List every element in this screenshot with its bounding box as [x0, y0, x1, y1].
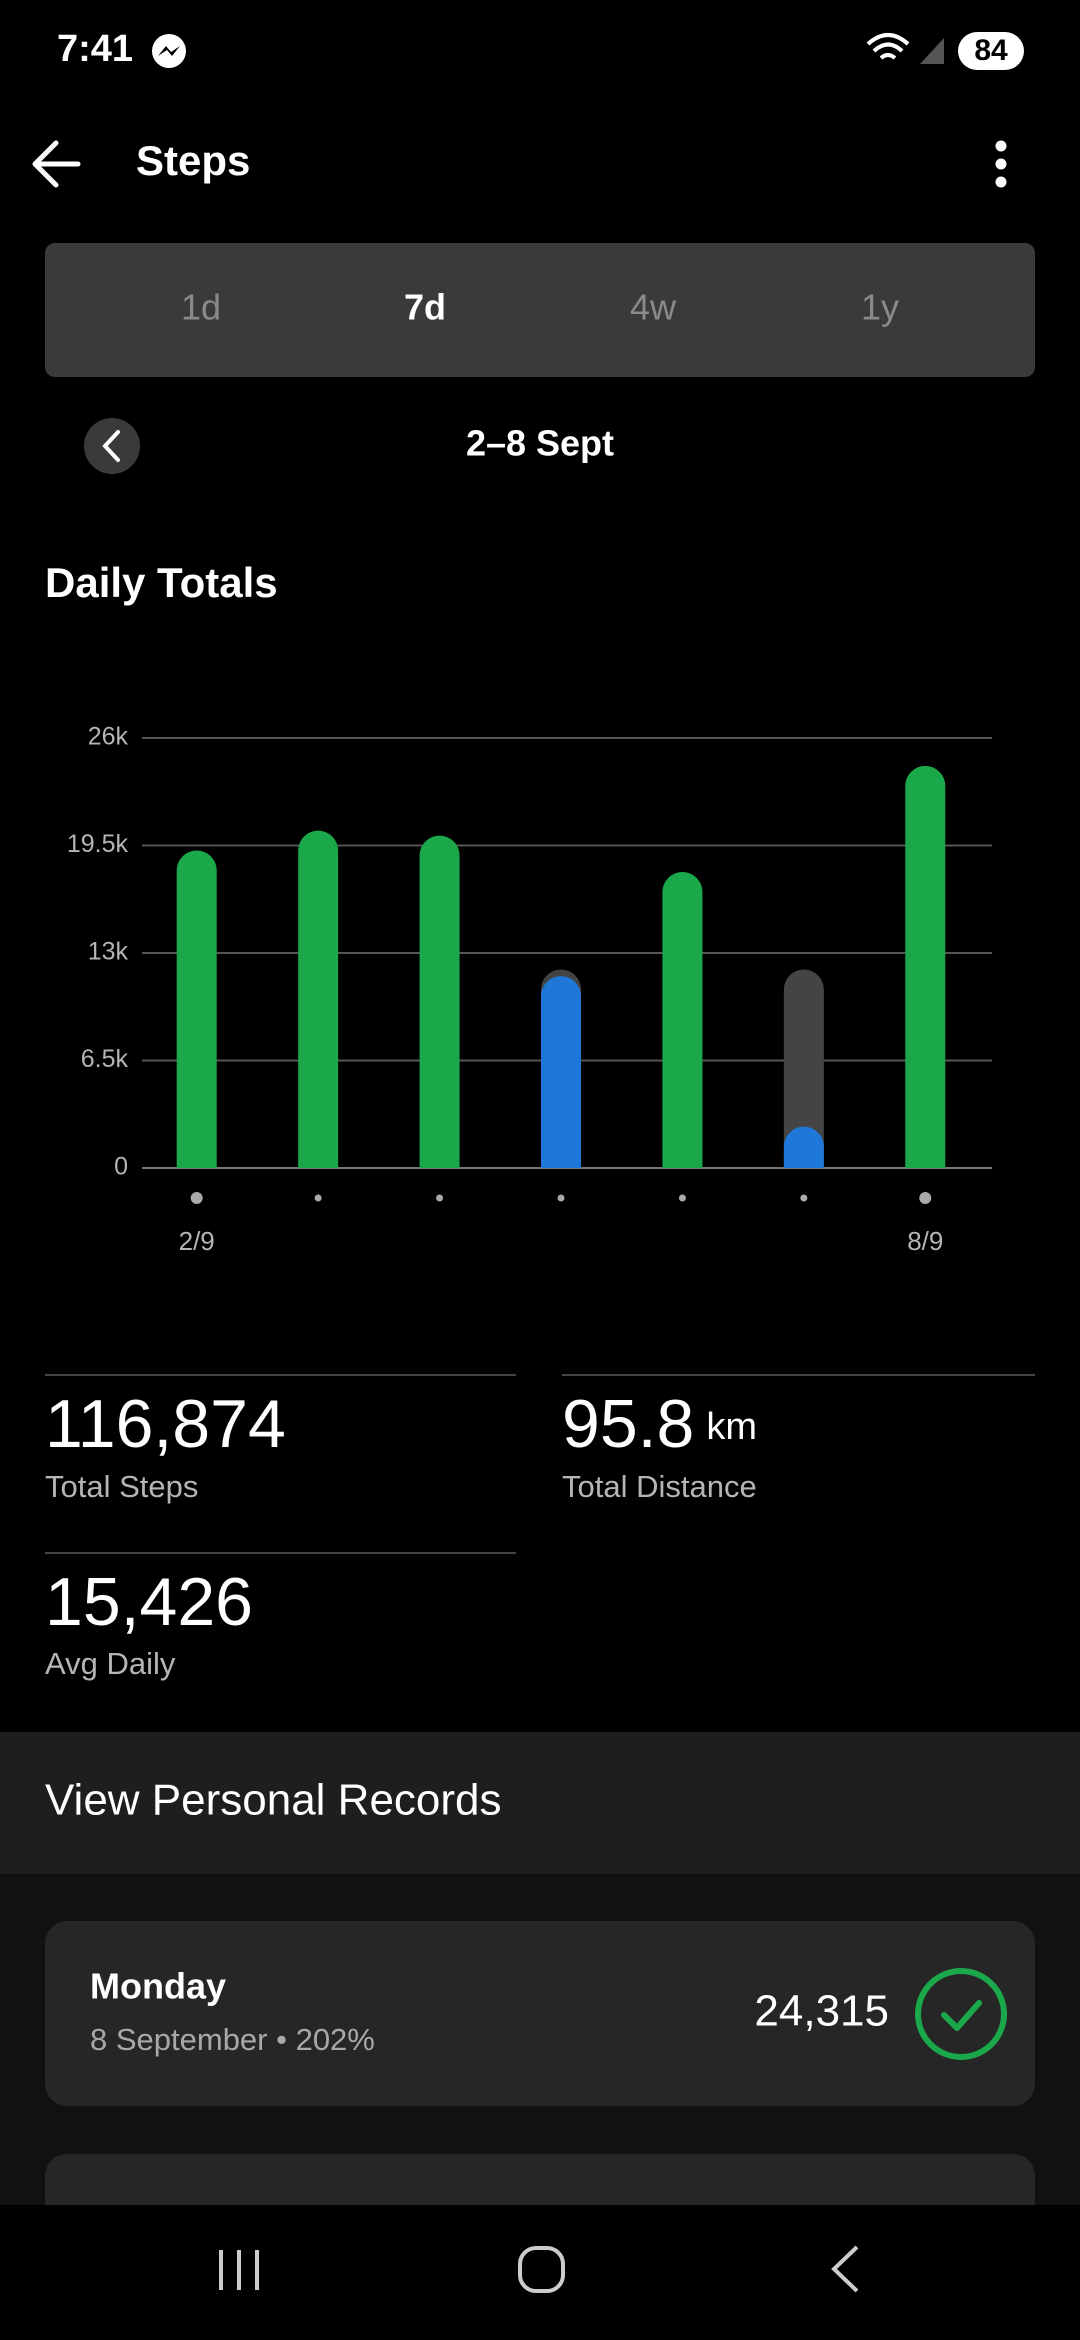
record-value: 24,315	[754, 1987, 889, 2036]
nav-bar	[0, 2205, 1080, 2340]
x-tick-label: 8/9	[907, 1226, 943, 1256]
total-steps-value: 116,874	[45, 1386, 286, 1462]
x-tick-dot	[919, 1192, 932, 1204]
menu-dot	[995, 176, 1007, 188]
previous-icon	[102, 430, 120, 462]
signal-icon	[920, 38, 944, 64]
goal-check	[915, 1968, 1007, 2060]
distance-unit: km	[706, 1406, 757, 1448]
total-steps-label: Total Steps	[45, 1469, 198, 1504]
bar	[298, 830, 339, 1168]
y-tick-label: 19.5k	[67, 830, 129, 858]
x-tick-dot	[800, 1194, 808, 1202]
bar	[662, 871, 703, 1168]
chart: 0 6.5k 13k 19.5k 26k 2/9 8/9	[67, 723, 992, 1256]
section-title: Daily Totals	[45, 559, 278, 606]
back-nav-button[interactable]	[831, 2245, 859, 2293]
records-link[interactable]: View Personal Records	[45, 1776, 502, 1825]
menu-dot	[995, 140, 1007, 152]
page-title: Steps	[136, 137, 250, 184]
status-time: 7:41	[57, 28, 133, 70]
battery-level: 84	[974, 34, 1008, 67]
y-tick-label: 13k	[88, 938, 129, 966]
x-tick-dot	[190, 1192, 203, 1204]
battery-icon	[958, 32, 1024, 70]
menu-dot	[995, 158, 1007, 170]
records-link-bar[interactable]	[0, 1732, 1080, 1874]
tab-bar	[45, 243, 1035, 377]
record-day: Monday	[90, 1966, 226, 2007]
tab[interactable]: 1d	[181, 287, 221, 328]
more-menu[interactable]	[995, 140, 1007, 188]
y-tick-label: 0	[114, 1153, 128, 1181]
home-button[interactable]	[518, 2246, 565, 2293]
messenger-glyph	[158, 46, 180, 56]
previous-week-button[interactable]	[84, 418, 140, 474]
check-mark	[941, 2000, 982, 2031]
tab[interactable]: 7d	[404, 287, 446, 328]
y-tick-label: 6.5k	[81, 1045, 129, 1073]
bar	[176, 850, 217, 1168]
y-tick-label: 26k	[88, 723, 129, 751]
tab[interactable]: 1y	[861, 287, 899, 328]
back-button[interactable]	[32, 140, 81, 188]
x-tick-dot	[557, 1194, 565, 1202]
record-card[interactable]	[45, 1921, 1035, 2106]
total-distance-label: Total Distance	[562, 1469, 757, 1504]
goal-bar	[783, 969, 824, 1168]
total-distance-value: 95.8 km	[562, 1386, 757, 1462]
wifi-icon	[866, 33, 910, 60]
bar	[419, 835, 460, 1168]
x-tick-label: 2/9	[179, 1226, 215, 1256]
bar	[783, 1126, 824, 1168]
bar	[541, 976, 581, 1168]
avg-daily-label: Avg Daily	[45, 1646, 176, 1681]
distance-number: 95.8	[562, 1386, 694, 1462]
x-tick-dot	[314, 1194, 322, 1202]
tab[interactable]: 4w	[630, 287, 677, 328]
record-detail: 8 September • 202%	[90, 2022, 375, 2057]
x-tick-dot	[678, 1194, 686, 1202]
date-range: 2–8 Sept	[466, 423, 614, 464]
recents-button[interactable]	[219, 2250, 259, 2290]
bar	[905, 765, 946, 1168]
x-tick-dot	[436, 1194, 444, 1202]
avg-daily-value: 15,426	[45, 1564, 253, 1640]
